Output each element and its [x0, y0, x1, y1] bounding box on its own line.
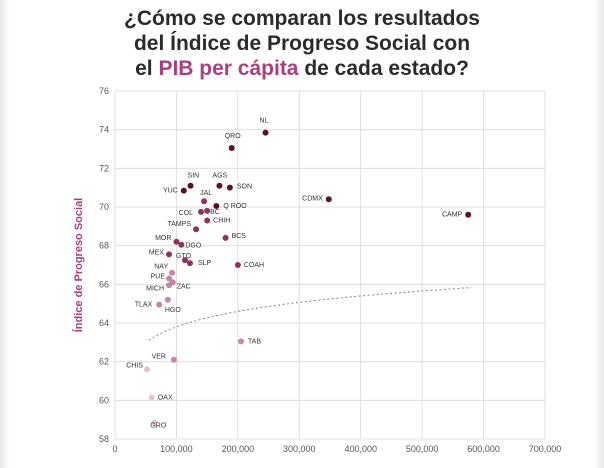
y-tick-label: 62 — [99, 357, 109, 367]
x-tick-label: 500,000 — [406, 444, 439, 454]
point-tlax — [156, 301, 163, 308]
point-nl — [262, 129, 269, 136]
point-label-mor: MOR — [155, 235, 171, 242]
point-label-coah: COAH — [244, 262, 264, 269]
x-tick-label: 600,000 — [467, 444, 500, 454]
point-pue — [166, 275, 173, 282]
point-label-chih: CHIH — [213, 218, 230, 225]
y-axis-ticks: 58 60 62 64 66 68 70 72 74 76 — [99, 86, 109, 444]
point-label-cdmx: CDMX — [302, 195, 323, 202]
point-camp — [465, 211, 472, 218]
point-label-gro: GRO — [150, 423, 167, 430]
point-jal — [201, 198, 208, 205]
point-label-ags: AGS — [212, 173, 227, 180]
point-label-nl: NL — [260, 118, 269, 125]
point-label-dgo: DGO — [185, 243, 202, 250]
point-chih — [204, 217, 211, 224]
point-tab — [237, 338, 244, 345]
chart-title-line-3-pre: el — [135, 57, 153, 80]
y-tick-label: 70 — [99, 202, 109, 212]
point-label-pue: PUE — [151, 274, 166, 281]
chart-title-line-1: ¿Cómo se comparan los resultados — [124, 7, 480, 30]
point-oax — [148, 394, 155, 401]
y-tick-label: 66 — [99, 279, 109, 289]
point-label-q-roo: Q ROO — [223, 203, 247, 210]
y-tick-label: 76 — [99, 86, 109, 96]
x-tick-label: 0 — [112, 444, 117, 454]
point-label-sin: SIN — [188, 173, 200, 180]
x-tick-label: 300,000 — [283, 444, 316, 454]
point-label-tlax: TLAX — [135, 302, 153, 309]
trend-line — [148, 287, 472, 341]
point-label-oax: OAX — [158, 394, 173, 401]
point-son — [226, 184, 233, 191]
point-label-mich: MICH — [146, 285, 164, 292]
data-points: NL QRO SIN AGS SON YUC CDMX CAMP JAL Q ROO COL BC CH… — [126, 118, 472, 430]
x-axis-ticks: 0 100,000 200,000 300,000 400,000 500,000 600,… — [112, 444, 561, 454]
x-tick-label: 400,000 — [344, 444, 377, 454]
point-label-bc: BC — [210, 209, 220, 216]
point-label-qro: QRO — [225, 133, 242, 140]
point-label-gto: GTO — [176, 253, 192, 260]
chart-title-line-3-post: de cada estado? — [304, 57, 469, 80]
point-gro — [151, 419, 158, 426]
chart-title-highlight: PIB per cápita — [158, 57, 299, 80]
point-yuc — [180, 187, 187, 194]
point-chis — [143, 366, 150, 373]
point-hgo — [164, 296, 171, 303]
y-tick-label: 60 — [99, 395, 109, 405]
left-edge-shadow — [0, 0, 10, 468]
point-label-camp: CAMP — [442, 212, 463, 219]
chart-title-line-2: del Índice de Progreso Social con — [133, 32, 471, 55]
x-tick-label: 200,000 — [222, 444, 255, 454]
point-ver — [170, 356, 177, 363]
point-label-chis: CHIS — [126, 362, 143, 369]
point-label-zac: ZAC — [177, 283, 191, 290]
point-bc — [204, 207, 211, 214]
y-tick-label: 64 — [99, 318, 109, 328]
point-label-bcs: BCS — [232, 233, 247, 240]
point-sin — [187, 182, 194, 189]
point-label-slp: SLP — [198, 260, 212, 267]
y-tick-label: 68 — [99, 241, 109, 251]
x-tick-label: 100,000 — [160, 444, 193, 454]
point-mor — [173, 238, 180, 245]
point-label-jal: JAL — [200, 190, 212, 197]
point-dgo — [178, 241, 185, 248]
point-label-ver: VER — [152, 354, 166, 361]
point-label-son: SON — [237, 184, 252, 191]
point-tamps — [193, 226, 200, 233]
y-tick-label: 72 — [99, 163, 109, 173]
point-label-nay: NAY — [154, 264, 168, 271]
right-edge-shadow — [594, 0, 604, 468]
point-label-tamps: TAMPS — [167, 221, 191, 228]
y-tick-label: 74 — [99, 125, 109, 135]
point-label-hgo: HGO — [165, 307, 182, 314]
point-mex — [166, 251, 173, 258]
point-col — [198, 208, 204, 215]
point-mich — [166, 282, 173, 289]
point-label-col: COL — [179, 210, 194, 217]
point-slp — [186, 260, 193, 267]
y-axis-label: Índice de Progreso Social — [72, 198, 85, 333]
point-nay — [169, 269, 176, 276]
point-gto — [182, 257, 189, 264]
y-tick-label: 58 — [99, 434, 109, 444]
point-label-tab: TAB — [248, 338, 261, 345]
grid-lines — [114, 90, 546, 440]
point-cdmx — [325, 196, 332, 203]
point-qro — [228, 145, 235, 152]
x-tick-label: 700,000 — [529, 444, 562, 454]
point-label-mex: MEX — [149, 249, 165, 256]
point-bcs — [222, 234, 229, 241]
point-q-roo — [213, 203, 220, 210]
point-coah — [234, 262, 241, 268]
chart-title: ¿Cómo se comparan los resultados del Índ… — [60, 6, 544, 81]
point-label-yuc: YUC — [163, 188, 178, 195]
chart-title-line-3: el PIB per cápita de cada estado? — [60, 56, 544, 81]
point-ags — [216, 182, 223, 189]
